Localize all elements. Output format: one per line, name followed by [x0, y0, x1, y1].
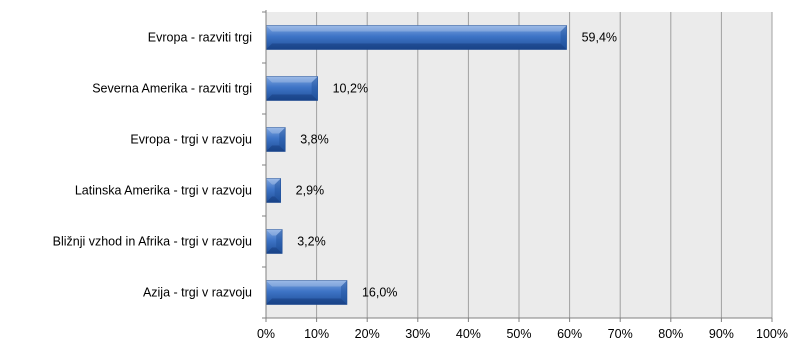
- bar-bevel-bottom: [266, 94, 318, 101]
- bar: [265, 25, 567, 50]
- category-label: Azija - trgi v razvoju: [143, 286, 252, 300]
- x-tick-label: 0%: [257, 327, 275, 341]
- bar-bevel-top: [266, 25, 567, 32]
- x-tick-label: 90%: [709, 327, 734, 341]
- bar: [265, 127, 286, 152]
- bar-bevel-bottom: [266, 145, 286, 152]
- bar-bevel-bottom: [266, 43, 567, 50]
- category-label: Evropa - razviti trgi: [148, 31, 252, 45]
- x-tick-label: 10%: [304, 327, 329, 341]
- bar-bevel-top: [266, 178, 281, 185]
- bar: [265, 76, 318, 101]
- x-tick-label: 30%: [405, 327, 430, 341]
- bar-bevel-bottom: [266, 298, 347, 305]
- bars: [265, 25, 567, 305]
- bar-bevel-end: [311, 76, 318, 101]
- bar-bevel-top: [266, 229, 283, 236]
- x-tick-label: 70%: [608, 327, 633, 341]
- bar-bevel-bottom: [266, 196, 281, 203]
- bar-bevel-top: [266, 76, 318, 83]
- bar: [265, 229, 283, 254]
- bar-body: [265, 25, 567, 50]
- bar-bevel-end: [276, 229, 283, 254]
- bar-bevel-top: [266, 127, 286, 134]
- x-tick-label: 50%: [506, 327, 531, 341]
- x-tick-label: 80%: [658, 327, 683, 341]
- x-tick-label: 20%: [355, 327, 380, 341]
- bar: [265, 178, 281, 203]
- bar-bevel-end: [340, 280, 347, 305]
- category-label: Bližnji vzhod in Afrika - trgi v razvoju: [53, 235, 252, 249]
- data-label: 16,0%: [362, 286, 397, 300]
- bar-bevel-end: [279, 127, 286, 152]
- x-tick-label: 40%: [456, 327, 481, 341]
- data-label: 2,9%: [296, 184, 325, 198]
- category-label: Latinska Amerika - trgi v razvoju: [75, 184, 252, 198]
- category-label: Evropa - trgi v razvoju: [130, 133, 252, 147]
- category-labels: Evropa - razviti trgi Severna Amerika - r…: [53, 31, 252, 300]
- bar-bevel-top: [266, 280, 347, 287]
- data-label: 3,2%: [297, 235, 326, 249]
- x-tick-label: 100%: [756, 327, 788, 341]
- bar: [265, 280, 348, 305]
- data-label: 3,8%: [300, 133, 329, 147]
- x-tick-label: 60%: [557, 327, 582, 341]
- bar-bevel-bottom: [266, 247, 283, 254]
- category-label: Severna Amerika - razviti trgi: [92, 82, 252, 96]
- bar-bevel-end: [274, 178, 281, 203]
- gridlines: [316, 12, 773, 318]
- bar-body: [265, 76, 318, 101]
- data-label: 10,2%: [333, 82, 368, 96]
- data-labels: 59,4% 10,2% 3,8% 2,9% 3,2% 16,0%: [296, 31, 617, 300]
- data-label: 59,4%: [582, 31, 617, 45]
- bar-bevel-end: [560, 25, 567, 50]
- x-axis: 0% 10% 20% 30% 40% 50% 60% 70% 80% 90% 100%: [257, 10, 788, 341]
